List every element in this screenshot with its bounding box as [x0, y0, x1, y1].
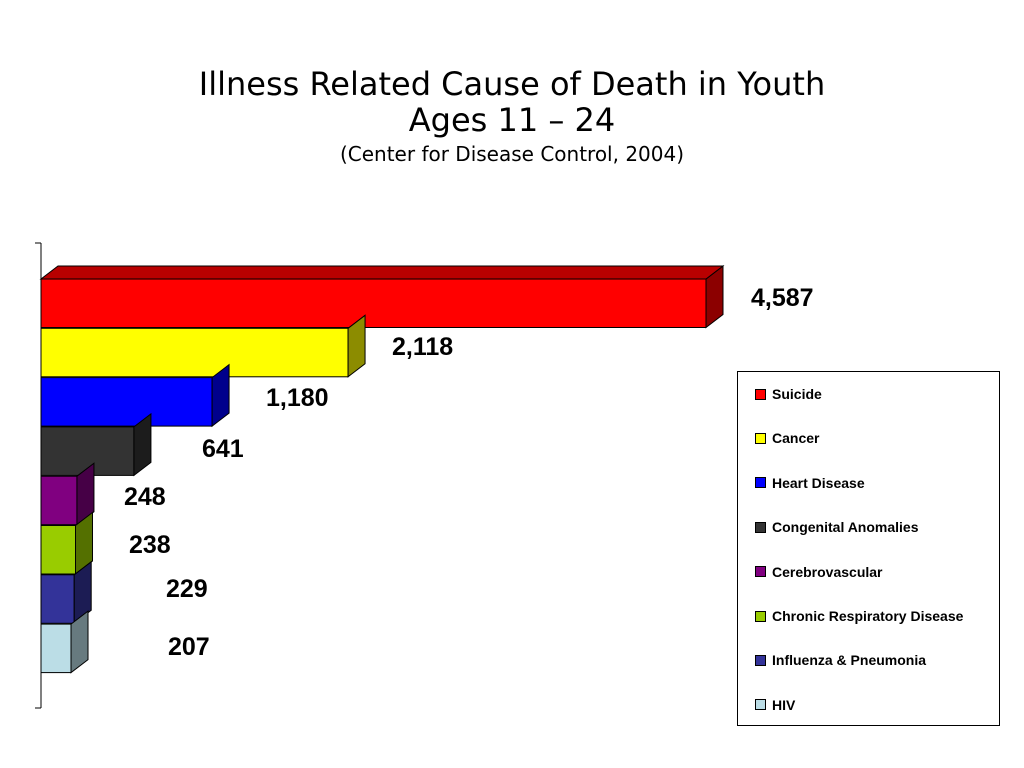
- value-label-hiv: 207: [168, 633, 210, 661]
- legend-swatch-influenza-pneumonia: [755, 654, 766, 666]
- legend-label: Chronic Respiratory Disease: [772, 608, 964, 624]
- bar-congenital-anomalies: [40, 426, 135, 476]
- value-label-suicide: 4,587: [751, 284, 814, 312]
- value-label-heart-disease: 1,180: [266, 384, 329, 412]
- legend-swatch-heart-disease: [755, 477, 766, 489]
- value-label-congenital-anomalies: 641: [202, 435, 244, 463]
- legend-label: Congenital Anomalies: [772, 519, 919, 536]
- bar-influenza-pneumonia: [40, 574, 75, 624]
- legend-item-cancer: Cancer: [755, 430, 819, 446]
- legend-swatch-congenital-anomalies: [755, 521, 766, 533]
- legend-item-influenza-pneumonia: Influenza & Pneumonia: [755, 652, 926, 668]
- chart-title-line-2: Ages 11 – 24: [408, 101, 616, 139]
- value-label-cancer: 2,118: [392, 333, 453, 361]
- legend-swatch-suicide: [755, 388, 766, 400]
- value-label-chronic-respiratory-disease: 238: [129, 531, 171, 559]
- legend-item-congenital-anomalies: Congenital Anomalies: [755, 519, 919, 535]
- legend-item-chronic-respiratory-disease: Chronic Respiratory Disease: [755, 608, 963, 624]
- legend-swatch-hiv: [755, 699, 766, 711]
- legend-label: Cancer: [772, 430, 820, 447]
- bar-hiv: [40, 623, 72, 674]
- legend-label: Suicide: [772, 386, 822, 402]
- bar-side-influenza-pneumonia: [73, 560, 92, 625]
- bar-heart-disease: [40, 377, 213, 427]
- bar-cerebrovascular: [40, 475, 78, 526]
- legend-swatch-cancer: [755, 432, 766, 444]
- bar-chronic-respiratory-disease: [40, 525, 77, 575]
- legend-item-heart-disease: Heart Disease: [755, 475, 865, 491]
- legend-item-hiv: HIV: [755, 697, 795, 713]
- legend-label: Heart Disease: [772, 474, 865, 491]
- bar-cancer: [40, 327, 349, 378]
- bar-top-suicide: [39, 265, 725, 280]
- chart-legend: Suicide Cancer Heart Disease Congenital Ano…: [737, 371, 1000, 726]
- bar-side-hiv: [70, 610, 89, 674]
- legend-item-suicide: Suicide: [755, 386, 822, 402]
- value-label-influenza-pneumonia: 229: [166, 575, 208, 603]
- chart-title: Illness Related Cause of Death in Youth …: [0, 66, 1024, 168]
- legend-swatch-cerebrovascular: [755, 566, 766, 578]
- legend-label: Influenza & Pneumonia: [772, 652, 927, 669]
- chart-source: (Center for Disease Control, 2004): [339, 142, 685, 166]
- bar-side-chronic-respiratory-disease: [75, 511, 94, 576]
- bar-side-congenital-anomalies: [133, 412, 152, 477]
- bar-side-cerebrovascular: [76, 462, 95, 526]
- legend-swatch-chronic-respiratory-disease: [755, 610, 766, 622]
- legend-item-cerebrovascular: Cerebrovascular: [755, 564, 883, 580]
- chart-title-line-1: Illness Related Cause of Death in Youth: [198, 65, 826, 103]
- bar-side-cancer: [347, 314, 366, 378]
- bar-side-heart-disease: [211, 363, 230, 428]
- legend-label: Cerebrovascular: [772, 563, 883, 580]
- value-label-cerebrovascular: 248: [124, 483, 166, 511]
- bar-suicide: [40, 278, 707, 328]
- legend-label: HIV: [772, 696, 796, 713]
